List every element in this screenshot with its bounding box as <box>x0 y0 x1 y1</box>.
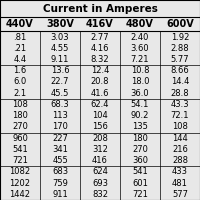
Text: 227: 227 <box>52 134 68 143</box>
Text: 156: 156 <box>92 122 108 131</box>
Text: 20.8: 20.8 <box>91 77 109 86</box>
Text: 14.4: 14.4 <box>171 77 189 86</box>
Text: 577: 577 <box>172 190 188 199</box>
Text: 62.4: 62.4 <box>91 100 109 109</box>
Text: 360: 360 <box>132 156 148 165</box>
Text: 721: 721 <box>12 156 28 165</box>
Text: 288: 288 <box>172 156 188 165</box>
Text: 3.03: 3.03 <box>51 33 69 42</box>
Text: 911: 911 <box>52 190 68 199</box>
Text: 624: 624 <box>92 167 108 176</box>
Text: 7.21: 7.21 <box>131 55 149 64</box>
Text: 108: 108 <box>172 122 188 131</box>
Text: 4.16: 4.16 <box>91 44 109 53</box>
Text: Current in Amperes: Current in Amperes <box>43 3 157 14</box>
Text: 3.60: 3.60 <box>131 44 149 53</box>
Text: 960: 960 <box>12 134 28 143</box>
Text: 1082: 1082 <box>9 167 31 176</box>
Text: 216: 216 <box>172 145 188 154</box>
Text: 600V: 600V <box>166 19 194 29</box>
Text: 135: 135 <box>132 122 148 131</box>
Text: .81: .81 <box>13 33 27 42</box>
Text: .21: .21 <box>13 44 27 53</box>
Text: 683: 683 <box>52 167 68 176</box>
Text: 380V: 380V <box>46 19 74 29</box>
Text: 54.1: 54.1 <box>131 100 149 109</box>
Text: 6.0: 6.0 <box>13 77 27 86</box>
Text: 341: 341 <box>52 145 68 154</box>
Text: 2.77: 2.77 <box>91 33 109 42</box>
Text: 416V: 416V <box>86 19 114 29</box>
Text: 433: 433 <box>172 167 188 176</box>
Text: 72.1: 72.1 <box>171 111 189 120</box>
Text: 601: 601 <box>132 179 148 188</box>
Text: 104: 104 <box>92 111 108 120</box>
Text: 18.0: 18.0 <box>131 77 149 86</box>
Text: 8.66: 8.66 <box>171 66 189 75</box>
Text: 440V: 440V <box>6 19 34 29</box>
Text: 22.7: 22.7 <box>51 77 69 86</box>
Text: 180: 180 <box>132 134 148 143</box>
Text: 36.0: 36.0 <box>131 89 149 98</box>
Text: 8.32: 8.32 <box>91 55 109 64</box>
Text: 180: 180 <box>12 111 28 120</box>
Text: 90.2: 90.2 <box>131 111 149 120</box>
Text: 108: 108 <box>12 100 28 109</box>
Text: 1202: 1202 <box>10 179 30 188</box>
Text: 759: 759 <box>52 179 68 188</box>
Text: 481: 481 <box>172 179 188 188</box>
Text: 416: 416 <box>92 156 108 165</box>
Text: 270: 270 <box>12 122 28 131</box>
Text: 832: 832 <box>92 190 108 199</box>
Text: 1.92: 1.92 <box>171 33 189 42</box>
Text: 455: 455 <box>52 156 68 165</box>
Text: 541: 541 <box>12 145 28 154</box>
Text: 312: 312 <box>92 145 108 154</box>
Text: 1442: 1442 <box>10 190 30 199</box>
Text: 2.88: 2.88 <box>171 44 189 53</box>
Text: 68.3: 68.3 <box>51 100 69 109</box>
Text: 541: 541 <box>132 167 148 176</box>
Text: 144: 144 <box>172 134 188 143</box>
Text: 1.6: 1.6 <box>13 66 27 75</box>
Text: 721: 721 <box>132 190 148 199</box>
Text: 43.3: 43.3 <box>171 100 189 109</box>
Text: 113: 113 <box>52 111 68 120</box>
Text: 480V: 480V <box>126 19 154 29</box>
Text: 693: 693 <box>92 179 108 188</box>
Text: 270: 270 <box>132 145 148 154</box>
Text: 5.77: 5.77 <box>171 55 189 64</box>
Text: 2.40: 2.40 <box>131 33 149 42</box>
Text: 2.1: 2.1 <box>13 89 27 98</box>
Text: 41.6: 41.6 <box>91 89 109 98</box>
Text: 12.4: 12.4 <box>91 66 109 75</box>
Text: 10.8: 10.8 <box>131 66 149 75</box>
Text: 13.6: 13.6 <box>51 66 69 75</box>
Text: 170: 170 <box>52 122 68 131</box>
Text: 208: 208 <box>92 134 108 143</box>
Text: 28.8: 28.8 <box>171 89 189 98</box>
Text: 4.4: 4.4 <box>13 55 27 64</box>
Text: 4.55: 4.55 <box>51 44 69 53</box>
Text: 9.11: 9.11 <box>51 55 69 64</box>
Text: 45.5: 45.5 <box>51 89 69 98</box>
